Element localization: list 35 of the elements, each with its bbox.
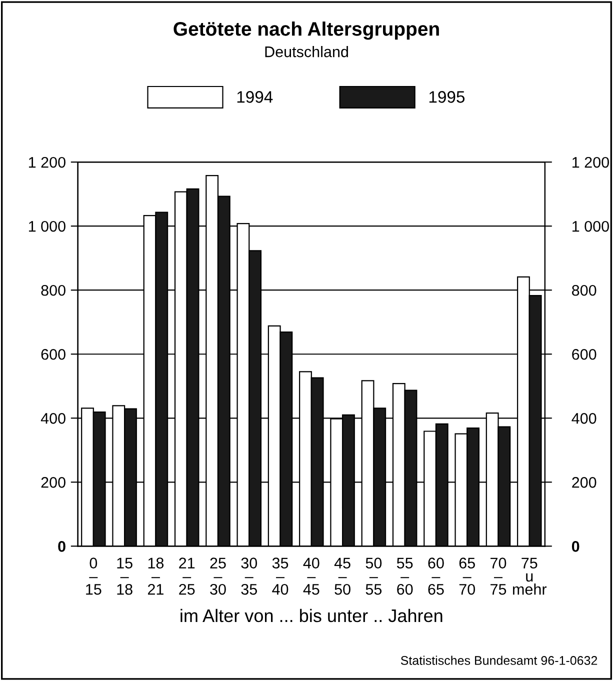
chart-subtitle: Deutschland	[265, 46, 348, 58]
x-tick-label: 21 – 25	[179, 558, 195, 595]
x-tick-label: 45 – 50	[334, 558, 350, 595]
y2-tick-label: 400	[572, 413, 596, 424]
y-tick-label: 800	[41, 284, 66, 296]
x-tick-label: 65 – 70	[459, 558, 476, 595]
y-tick-label: 1 000	[28, 220, 66, 232]
x-tick-label: 55 – 60	[396, 558, 413, 595]
y-tick-label: 600	[41, 348, 66, 360]
x-tick-label: 18 – 21	[148, 558, 164, 595]
y2-tick-label: 1 000	[572, 220, 609, 232]
x-tick-label: 0 – 15	[86, 558, 102, 595]
y2-tick-label: 1 200	[572, 156, 609, 168]
y2-tick-label: 800	[572, 284, 596, 296]
y2-tick-label: 0	[572, 541, 580, 552]
legend-label: 1994	[237, 91, 273, 103]
y-tick-label: 1 200	[28, 156, 66, 168]
x-tick-label: 25 – 30	[210, 558, 226, 595]
x-tick-label: 75 u mehr	[513, 558, 547, 595]
x-tick-label: 15 – 18	[117, 558, 132, 595]
y2-tick-label: 200	[572, 477, 596, 488]
legend-label: 1995	[429, 91, 465, 103]
x-tick-label: 60 – 65	[428, 558, 444, 595]
y-tick-label: 400	[40, 413, 66, 424]
x-tick-label: 30 – 35	[241, 558, 258, 595]
y2-tick-label: 600	[572, 348, 596, 360]
chart-title: Getötete nach Altersgruppen	[174, 22, 439, 40]
x-tick-label: 70 – 75	[490, 558, 506, 595]
y-tick-label: 0	[58, 541, 66, 552]
x-tick-label: 50 – 55	[366, 558, 382, 595]
text: Statistisches Bundesamt 96-1-0632	[400, 656, 598, 665]
y-tick-label: 200	[41, 477, 66, 488]
x-tick-label: 35 – 40	[272, 558, 288, 595]
x-axis-title: im Alter von ... bis unter .. Jahren	[180, 608, 442, 622]
x-tick-label: 40 – 45	[303, 558, 320, 595]
